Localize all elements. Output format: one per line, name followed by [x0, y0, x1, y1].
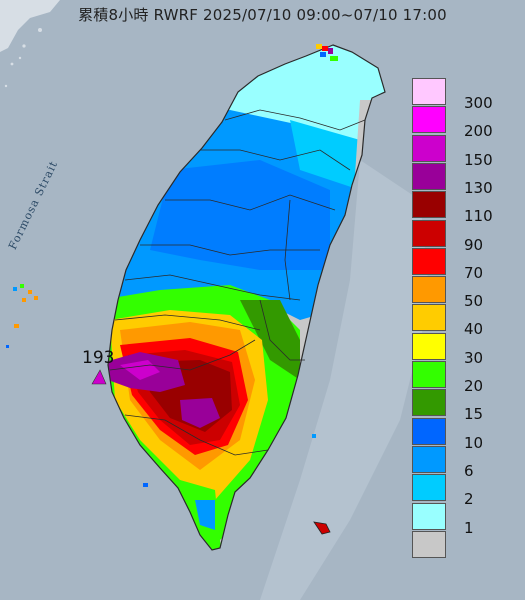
legend-swatch — [412, 162, 446, 190]
legend-label: 30 — [464, 348, 484, 367]
legend-swatch — [412, 530, 446, 558]
county-borders — [109, 109, 366, 456]
legend-label: 90 — [464, 235, 484, 254]
legend-swatch — [412, 191, 446, 219]
legend-label: 6 — [464, 461, 474, 480]
legend-swatch — [412, 445, 446, 473]
legend-swatch — [412, 417, 446, 445]
legend-label: 200 — [464, 122, 493, 141]
map-title: 累積8小時 RWRF 2025/07/10 09:00~07/10 17:00 — [78, 6, 447, 24]
legend-swatch — [412, 361, 446, 388]
legend-label: 70 — [464, 263, 484, 282]
legend-swatch — [412, 78, 446, 105]
legend-label: 130 — [464, 178, 493, 197]
legend-swatch — [412, 474, 446, 502]
north-rain-cells — [316, 44, 338, 61]
legend-label: 150 — [464, 150, 493, 169]
legend-label: 40 — [464, 320, 484, 339]
legend-swatch — [412, 134, 446, 162]
legend-label: 10 — [464, 433, 484, 452]
legend-label: 2 — [464, 490, 474, 509]
legend-label: 15 — [464, 405, 484, 424]
max-value-label: 193 — [82, 348, 115, 368]
legend-swatch — [412, 219, 446, 247]
legend-swatch — [412, 389, 446, 417]
legend-label: 50 — [464, 292, 484, 311]
legend-swatch — [412, 304, 446, 332]
legend-label: 110 — [464, 207, 493, 226]
legend-label: 20 — [464, 377, 484, 395]
legend-swatch — [412, 276, 446, 304]
offshore-islands — [6, 284, 331, 535]
max-rainfall-marker — [91, 369, 107, 385]
legend-label: 300 — [464, 94, 493, 112]
legend-swatch — [412, 502, 446, 530]
mainland-coast — [0, 0, 60, 88]
taiwan-outline — [107, 44, 386, 551]
legend-label: 1 — [464, 518, 474, 537]
shelf-shading — [260, 160, 430, 600]
legend-swatch — [412, 332, 446, 360]
legend-swatch — [412, 106, 446, 134]
legend-swatch — [412, 247, 446, 275]
